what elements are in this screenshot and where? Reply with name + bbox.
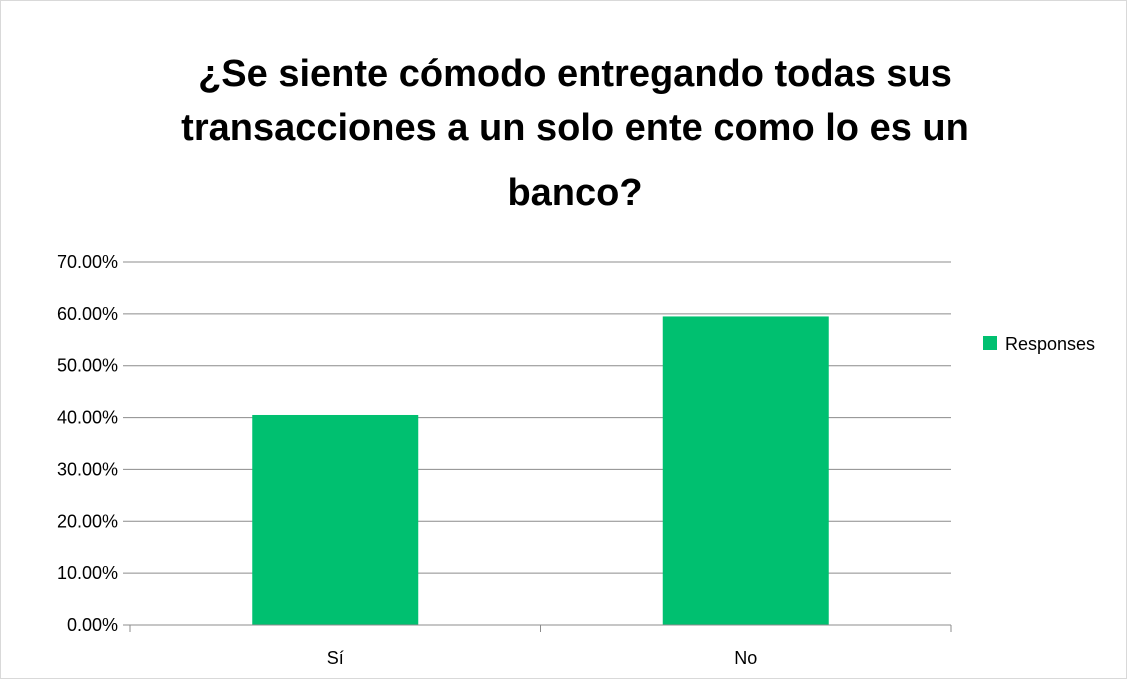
chart-title: ¿Se siente cómodo entregando todas sus t… (181, 53, 969, 214)
x-axis-category-labels: Sí No (327, 648, 758, 668)
x-category-label: No (734, 648, 757, 668)
bars (252, 316, 829, 625)
chart-title-line-3: banco? (507, 172, 642, 214)
x-category-label: Sí (327, 648, 344, 668)
y-tick-label: 50.00% (57, 356, 118, 376)
y-axis-tick-labels: 0.00% 10.00% 20.00% 30.00% 40.00% 50.00% 60.00… (57, 252, 118, 635)
legend: Responses (983, 334, 1095, 354)
x-axis (123, 624, 952, 632)
chart-title-line-2: transacciones a un solo ente como lo es … (181, 107, 969, 149)
y-tick-label: 10.00% (57, 563, 118, 583)
y-tick-label: 20.00% (57, 511, 118, 531)
y-tick-label: 40.00% (57, 408, 118, 428)
legend-swatch-responses (983, 336, 997, 350)
y-tick-label: 30.00% (57, 459, 118, 479)
legend-label-responses: Responses (1005, 334, 1095, 354)
y-tick-label: 70.00% (57, 252, 118, 272)
y-tick-label: 0.00% (67, 615, 118, 635)
bar-1 (252, 414, 419, 625)
y-tick-label: 60.00% (57, 304, 118, 324)
bar-2 (662, 316, 829, 625)
chart-title-line-1: ¿Se siente cómodo entregando todas sus (198, 53, 952, 95)
